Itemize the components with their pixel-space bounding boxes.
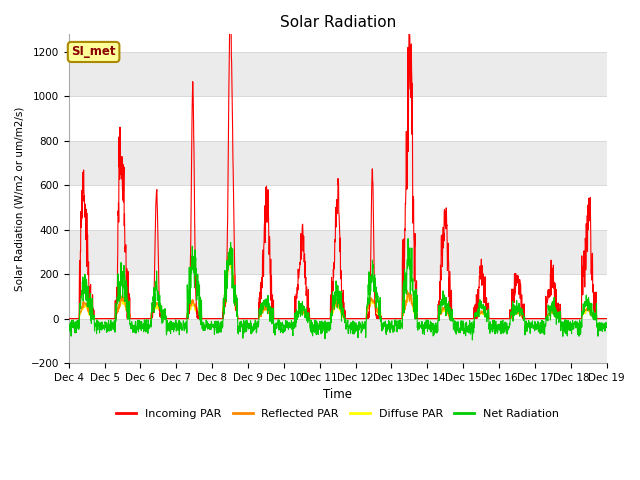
Bar <box>68 229 607 274</box>
Text: SI_met: SI_met <box>71 46 116 59</box>
Net Radiation <box>556 309 563 315</box>
Line: Net Radiation: Net Radiation <box>68 239 607 340</box>
Diffuse PAR <box>556 315 563 321</box>
Incoming PAR <box>494 316 502 322</box>
Incoming PAR <box>353 316 361 322</box>
Diffuse PAR <box>226 250 234 255</box>
Line: Reflected PAR: Reflected PAR <box>68 249 607 319</box>
X-axis label: Time: Time <box>323 388 352 401</box>
Reflected PAR <box>226 246 234 252</box>
Net Radiation <box>365 291 372 297</box>
Reflected PAR <box>603 316 611 322</box>
Reflected PAR <box>494 316 502 322</box>
Net Radiation <box>404 236 412 241</box>
Reflected PAR <box>570 316 578 322</box>
Reflected PAR <box>353 316 361 322</box>
Diffuse PAR <box>365 302 372 308</box>
Reflected PAR <box>365 300 372 306</box>
Net Radiation <box>353 328 361 334</box>
Net Radiation <box>468 337 476 343</box>
Net Radiation <box>215 321 223 327</box>
Incoming PAR <box>570 316 578 322</box>
Title: Solar Radiation: Solar Radiation <box>280 15 396 30</box>
Reflected PAR <box>556 315 563 321</box>
Y-axis label: Solar Radiation (W/m2 or um/m2/s): Solar Radiation (W/m2 or um/m2/s) <box>15 106 25 291</box>
Diffuse PAR <box>353 316 361 322</box>
Reflected PAR <box>215 316 223 322</box>
Legend: Incoming PAR, Reflected PAR, Diffuse PAR, Net Radiation: Incoming PAR, Reflected PAR, Diffuse PAR… <box>112 405 564 423</box>
Diffuse PAR <box>65 316 72 322</box>
Line: Incoming PAR: Incoming PAR <box>68 0 607 319</box>
Incoming PAR <box>556 314 563 320</box>
Incoming PAR <box>365 309 372 315</box>
Diffuse PAR <box>215 316 223 322</box>
Net Radiation <box>65 325 72 331</box>
Bar <box>68 319 607 363</box>
Incoming PAR <box>65 316 72 322</box>
Net Radiation <box>495 322 502 328</box>
Incoming PAR <box>405 0 413 1</box>
Incoming PAR <box>603 316 611 322</box>
Bar <box>68 52 607 96</box>
Diffuse PAR <box>494 316 502 322</box>
Reflected PAR <box>65 316 72 322</box>
Diffuse PAR <box>570 316 578 322</box>
Line: Diffuse PAR: Diffuse PAR <box>68 252 607 319</box>
Bar <box>68 141 607 185</box>
Net Radiation <box>603 324 611 330</box>
Incoming PAR <box>215 316 223 322</box>
Diffuse PAR <box>603 316 611 322</box>
Net Radiation <box>571 320 579 325</box>
